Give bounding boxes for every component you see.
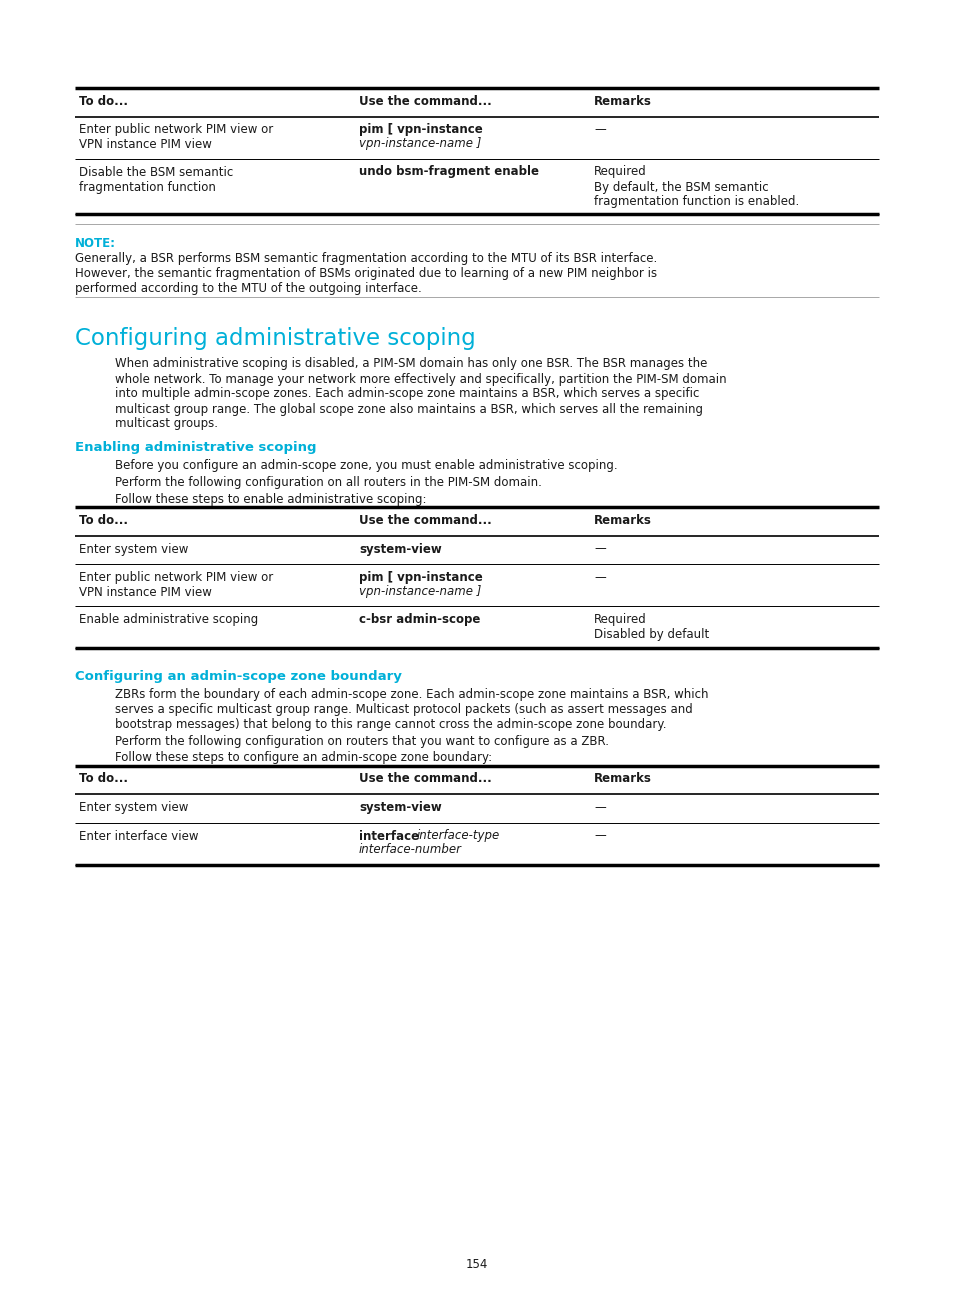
Text: Configuring administrative scoping: Configuring administrative scoping bbox=[75, 328, 476, 350]
Text: Remarks: Remarks bbox=[594, 515, 651, 527]
Text: system-view: system-view bbox=[358, 543, 441, 556]
Text: Required
By default, the BSM semantic
fragmentation function is enabled.: Required By default, the BSM semantic fr… bbox=[594, 166, 799, 209]
Text: Perform the following configuration on all routers in the PIM-SM domain.: Perform the following configuration on a… bbox=[115, 476, 541, 489]
Text: To do...: To do... bbox=[79, 95, 128, 108]
Text: Enter system view: Enter system view bbox=[79, 801, 188, 814]
Text: interface-number: interface-number bbox=[358, 842, 461, 855]
Text: 154: 154 bbox=[465, 1258, 488, 1271]
Text: To do...: To do... bbox=[79, 515, 128, 527]
Text: Enter public network PIM view or
VPN instance PIM view: Enter public network PIM view or VPN ins… bbox=[79, 572, 273, 599]
Text: Use the command...: Use the command... bbox=[358, 772, 491, 785]
Text: —: — bbox=[594, 572, 605, 584]
Text: NOTE:: NOTE: bbox=[75, 237, 116, 250]
Text: Follow these steps to enable administrative scoping:: Follow these steps to enable administrat… bbox=[115, 492, 426, 505]
Text: c-bsr admin-scope: c-bsr admin-scope bbox=[358, 613, 480, 626]
Text: —: — bbox=[594, 801, 605, 814]
Text: Before you configure an admin-scope zone, you must enable administrative scoping: Before you configure an admin-scope zone… bbox=[115, 459, 617, 472]
Text: —: — bbox=[594, 543, 605, 556]
Text: pim [ vpn-instance: pim [ vpn-instance bbox=[358, 123, 482, 136]
Text: Enable administrative scoping: Enable administrative scoping bbox=[79, 613, 258, 626]
Text: To do...: To do... bbox=[79, 772, 128, 785]
Text: Remarks: Remarks bbox=[594, 772, 651, 785]
Text: Enabling administrative scoping: Enabling administrative scoping bbox=[75, 441, 316, 454]
Text: undo bsm-fragment enable: undo bsm-fragment enable bbox=[358, 166, 538, 179]
Text: Disable the BSM semantic
fragmentation function: Disable the BSM semantic fragmentation f… bbox=[79, 166, 233, 193]
Text: Use the command...: Use the command... bbox=[358, 515, 491, 527]
Text: system-view: system-view bbox=[358, 801, 441, 814]
Text: Enter system view: Enter system view bbox=[79, 543, 188, 556]
Text: Follow these steps to configure an admin-scope zone boundary:: Follow these steps to configure an admin… bbox=[115, 752, 492, 765]
Text: Required
Disabled by default: Required Disabled by default bbox=[594, 613, 708, 642]
Text: vpn-instance-name ]: vpn-instance-name ] bbox=[358, 137, 481, 150]
Text: interface-type: interface-type bbox=[416, 829, 499, 842]
Text: interface: interface bbox=[358, 829, 418, 842]
Text: —: — bbox=[594, 123, 605, 136]
Text: —: — bbox=[594, 829, 605, 842]
Text: Configuring an admin-scope zone boundary: Configuring an admin-scope zone boundary bbox=[75, 670, 401, 683]
Text: Enter public network PIM view or
VPN instance PIM view: Enter public network PIM view or VPN ins… bbox=[79, 123, 273, 152]
Text: Perform the following configuration on routers that you want to configure as a Z: Perform the following configuration on r… bbox=[115, 735, 608, 748]
Text: Use the command...: Use the command... bbox=[358, 95, 491, 108]
Text: ZBRs form the boundary of each admin-scope zone. Each admin-scope zone maintains: ZBRs form the boundary of each admin-sco… bbox=[115, 688, 708, 731]
Text: pim [ vpn-instance: pim [ vpn-instance bbox=[358, 572, 482, 584]
Text: Generally, a BSR performs BSM semantic fragmentation according to the MTU of its: Generally, a BSR performs BSM semantic f… bbox=[75, 251, 657, 295]
Text: vpn-instance-name ]: vpn-instance-name ] bbox=[358, 584, 481, 597]
Text: When administrative scoping is disabled, a PIM-SM domain has only one BSR. The B: When administrative scoping is disabled,… bbox=[115, 358, 726, 430]
Text: Enter interface view: Enter interface view bbox=[79, 829, 198, 842]
Text: Remarks: Remarks bbox=[594, 95, 651, 108]
